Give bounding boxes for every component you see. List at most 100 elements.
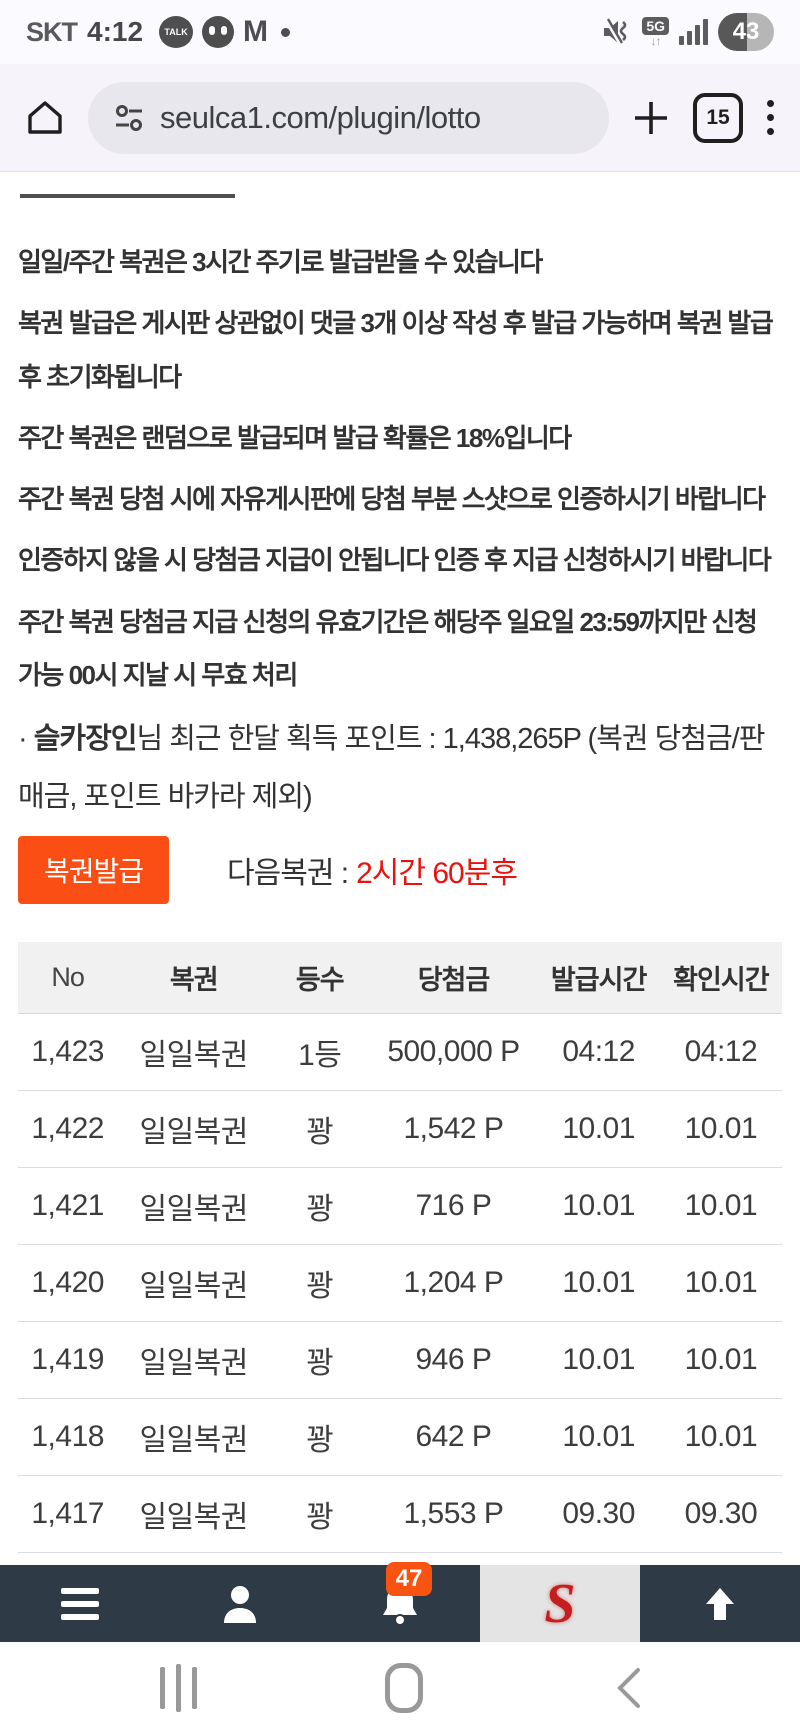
username: 슬카장인 xyxy=(33,723,138,756)
gmail-notification-icon: M xyxy=(243,15,269,48)
address-bar[interactable]: seulca1.com/plugin/lotto xyxy=(88,81,609,154)
table-row: 1,421 일일복권 꽝 716 P 10.01 10.01 xyxy=(18,1167,782,1246)
table-row: 1,417 일일복권 꽝 1,553 P 09.30 09.30 xyxy=(18,1475,782,1554)
url-text[interactable]: seulca1.com/plugin/lotto xyxy=(160,99,481,135)
header-issued-time: 발급시간 xyxy=(537,942,660,1015)
hamburger-icon xyxy=(61,1587,99,1620)
cell-issued-time: 10.01 xyxy=(537,1090,660,1169)
cell-no: 1,417 xyxy=(18,1475,118,1554)
cell-lottery: 일일복권 xyxy=(117,1167,271,1246)
status-bar: SKT 4:12 TALK M 5G ↓↑ 43 xyxy=(0,0,800,64)
cell-no: 1,416 xyxy=(18,1552,118,1565)
cell-no: 1,419 xyxy=(18,1321,118,1400)
header-lottery: 복권 xyxy=(117,942,271,1015)
notice-paragraph: 주간 복권은 랜덤으로 발급되며 발급 확률은 18%입니다 xyxy=(18,422,572,453)
cell-prize: 1,204 P xyxy=(369,1244,538,1323)
arrow-up-icon xyxy=(698,1582,742,1626)
cell-lottery: 일일복권 xyxy=(117,1013,271,1092)
cell-issued-time: 09.30 xyxy=(537,1475,660,1554)
android-back-button[interactable] xyxy=(610,1662,650,1714)
cell-checked-time: 10.01 xyxy=(659,1090,782,1169)
lotto-table-body: 1,423 일일복권 1등 500,000 P 04:12 04:12 1,42… xyxy=(18,1013,782,1565)
scroll-to-top-button[interactable] xyxy=(640,1565,800,1642)
cell-rank: 꽝 xyxy=(270,1167,370,1246)
more-notifications-dot-icon xyxy=(281,27,291,37)
cell-no: 1,423 xyxy=(18,1013,118,1092)
cell-rank: 꽝 xyxy=(270,1090,370,1169)
cell-prize: 1,553 P xyxy=(369,1475,538,1554)
next-lottery-countdown: 2시간 60분후 xyxy=(356,857,518,891)
app-notification-icon xyxy=(202,16,235,48)
notice-paragraph: 복권 발급은 게시판 상관없이 댓글 3개 이상 작성 후 발급 가능하며 복권… xyxy=(18,308,774,392)
cell-lottery: 일일복권 xyxy=(117,1321,271,1400)
new-tab-button[interactable] xyxy=(629,96,673,140)
cell-lottery: 일일복권 xyxy=(117,1090,271,1169)
cell-prize: 716 P xyxy=(369,1167,538,1246)
cell-issued-time: 10.01 xyxy=(537,1167,660,1246)
cell-prize: 1,542 P xyxy=(369,1090,538,1169)
lottery-history-table: No 복권 등수 당첨금 발급시간 확인시간 1,423 일일복권 1등 500… xyxy=(18,942,782,1565)
table-row: 1,418 일일복권 꽝 642 P 10.01 10.01 xyxy=(18,1398,782,1477)
notifications-button[interactable]: 47 xyxy=(320,1561,480,1642)
site-logo-icon: S xyxy=(544,1572,576,1635)
table-header-row: No 복권 등수 당첨금 발급시간 확인시간 xyxy=(18,942,782,1015)
site-logo-button[interactable]: S xyxy=(480,1565,640,1642)
android-nav-bar xyxy=(0,1642,800,1734)
browser-toolbar: seulca1.com/plugin/lotto 15 xyxy=(0,64,800,172)
cell-checked-time: 10.01 xyxy=(659,1167,782,1246)
home-button[interactable] xyxy=(22,95,68,141)
cell-checked-time: 10.01 xyxy=(659,1244,782,1323)
profile-button[interactable] xyxy=(160,1565,320,1642)
notice-paragraph: 인증하지 않을 시 당첨금 지급이 안됩니다 인증 후 지급 신청하시기 바랍니… xyxy=(18,545,772,576)
cell-issued-time: 04:12 xyxy=(537,1013,660,1092)
cell-checked-time: 09.30 xyxy=(659,1475,782,1554)
vibrate-mute-icon xyxy=(600,16,632,48)
header-checked-time: 확인시간 xyxy=(659,942,782,1015)
cell-checked-time: 10.01 xyxy=(659,1398,782,1477)
signal-strength-icon xyxy=(679,19,708,45)
cell-checked-time: 09.30 xyxy=(659,1552,782,1565)
cell-lottery: 일일복권 xyxy=(117,1475,271,1554)
tab-switcher-button[interactable]: 15 xyxy=(693,92,743,143)
cell-rank: 꽝 xyxy=(270,1475,370,1554)
cell-prize: 946 P xyxy=(369,1321,538,1400)
cell-issued-time: 09.30 xyxy=(537,1552,660,1565)
monthly-points-line: · 슬카장인님 최근 한달 획득 포인트 : 1,438,265P (복권 당첨… xyxy=(18,710,782,826)
notification-badge: 47 xyxy=(386,1561,432,1596)
issue-lottery-button[interactable]: 복권발급 xyxy=(18,836,170,905)
recent-apps-button[interactable] xyxy=(160,1664,197,1712)
cell-lottery: 일일복권 xyxy=(117,1398,271,1477)
status-clock: 4:12 xyxy=(87,16,144,47)
cell-no: 1,420 xyxy=(18,1244,118,1323)
cell-issued-time: 10.01 xyxy=(537,1244,660,1323)
table-row: 1,420 일일복권 꽝 1,204 P 10.01 10.01 xyxy=(18,1244,782,1323)
issue-row: 복권발급 다음복권 :2시간 60분후 xyxy=(18,836,782,905)
cell-rank: 꽝 xyxy=(270,1244,370,1323)
cell-prize: 642 P xyxy=(369,1398,538,1477)
site-settings-icon[interactable] xyxy=(112,101,146,135)
cell-rank: 꽝 xyxy=(270,1321,370,1400)
table-row: 1,422 일일복권 꽝 1,542 P 10.01 10.01 xyxy=(18,1090,782,1169)
network-5g-icon: 5G ↓↑ xyxy=(642,17,669,47)
notice-paragraph: 주간 복권 당첨 시에 자유게시판에 당첨 부분 스샷으로 인증하시기 바랍니다 xyxy=(18,484,766,515)
cell-prize: 500,000 P xyxy=(369,1013,538,1092)
points-text: 님 최근 한달 획득 포인트 : 1,438,265P (복권 당첨금/판매금,… xyxy=(18,723,765,814)
cell-checked-time: 10.01 xyxy=(659,1321,782,1400)
table-row: 1,419 일일복권 꽝 946 P 10.01 10.01 xyxy=(18,1321,782,1400)
cell-issued-time: 10.01 xyxy=(537,1398,660,1477)
cell-checked-time: 04:12 xyxy=(659,1013,782,1092)
site-bottom-bar: 47 S xyxy=(0,1561,800,1642)
page-content: 일일/주간 복권은 3시간 주기로 발급받을 수 있습니다 복권 발급은 게시판… xyxy=(0,172,800,1565)
battery-indicator: 43 xyxy=(718,13,774,51)
kakaotalk-notification-icon: TALK xyxy=(159,16,194,48)
android-home-button[interactable] xyxy=(384,1663,423,1713)
header-rank: 등수 xyxy=(270,942,370,1015)
cell-no: 1,422 xyxy=(18,1090,118,1169)
header-no: No xyxy=(18,942,118,1015)
menu-button[interactable] xyxy=(0,1565,160,1642)
notice-paragraph: 주간 복권 당첨금 지급 신청의 유효기간은 해당주 일요일 23:59까지만 … xyxy=(18,606,758,691)
browser-menu-button[interactable] xyxy=(763,96,778,139)
cell-rank: 꽝 xyxy=(270,1398,370,1477)
cell-lottery: 일일복권 xyxy=(117,1244,271,1323)
